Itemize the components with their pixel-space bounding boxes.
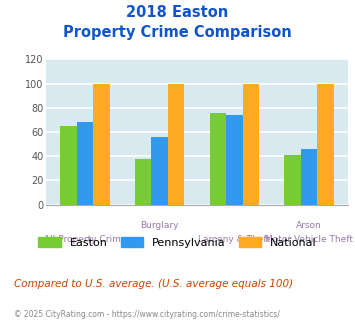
Legend: Easton, Pennsylvania, National: Easton, Pennsylvania, National bbox=[38, 237, 317, 248]
Text: All Property Crime: All Property Crime bbox=[44, 235, 126, 244]
Bar bbox=[242, 83, 259, 205]
Text: © 2025 CityRating.com - https://www.cityrating.com/crime-statistics/: © 2025 CityRating.com - https://www.city… bbox=[14, 310, 280, 319]
Bar bbox=[284, 155, 301, 205]
Text: Compared to U.S. average. (U.S. average equals 100): Compared to U.S. average. (U.S. average … bbox=[14, 279, 293, 289]
Text: Burglary: Burglary bbox=[141, 221, 179, 230]
Text: Arson: Arson bbox=[296, 221, 322, 230]
Bar bbox=[168, 83, 184, 205]
Text: Larceny & Theft: Larceny & Theft bbox=[198, 235, 271, 244]
Bar bbox=[317, 83, 334, 205]
Bar bbox=[93, 83, 110, 205]
Bar bbox=[77, 122, 93, 205]
Text: Property Crime Comparison: Property Crime Comparison bbox=[63, 25, 292, 40]
Bar bbox=[301, 149, 317, 205]
Bar bbox=[60, 126, 77, 205]
Text: Motor Vehicle Theft: Motor Vehicle Theft bbox=[265, 235, 353, 244]
Bar bbox=[135, 159, 152, 205]
Text: 2018 Easton: 2018 Easton bbox=[126, 5, 229, 20]
Bar bbox=[226, 115, 242, 205]
Bar bbox=[152, 137, 168, 205]
Bar bbox=[210, 113, 226, 205]
